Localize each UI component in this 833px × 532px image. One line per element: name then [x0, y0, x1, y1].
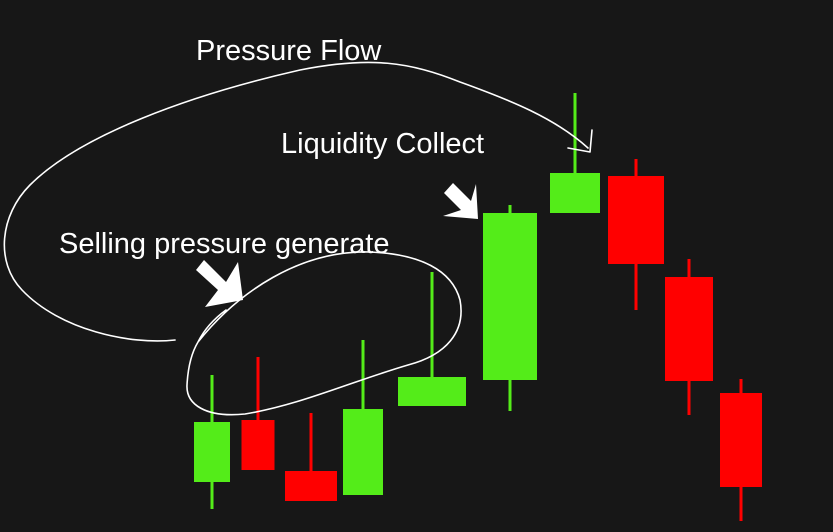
selling-pressure-ellipse — [186, 251, 462, 416]
liquidity-arrow-icon — [443, 183, 478, 219]
pressure-flow-arrowhead — [567, 129, 593, 153]
candle-6-body — [483, 213, 537, 380]
candle-4-body — [343, 409, 383, 495]
selling-pressure-label: Selling pressure generate — [59, 228, 389, 260]
candles-group — [194, 93, 762, 521]
candle-3-body — [285, 471, 337, 501]
candle-8-body — [608, 176, 664, 264]
pressure-flow-curve — [3, 61, 589, 342]
candle-5-body — [398, 377, 466, 406]
candle-2-body — [241, 420, 275, 470]
liquidity-collect-label: Liquidity Collect — [281, 128, 484, 160]
candle-7-body — [550, 173, 600, 213]
pressure-flow-label: Pressure Flow — [196, 35, 382, 67]
candle-10-body — [720, 393, 762, 487]
annotation-layer: Pressure Flow Liquidity Collect Selling … — [3, 35, 593, 416]
candle-9-body — [665, 277, 713, 381]
candle-1-body — [194, 422, 230, 482]
selling-pressure-arrow-icon — [196, 260, 243, 307]
